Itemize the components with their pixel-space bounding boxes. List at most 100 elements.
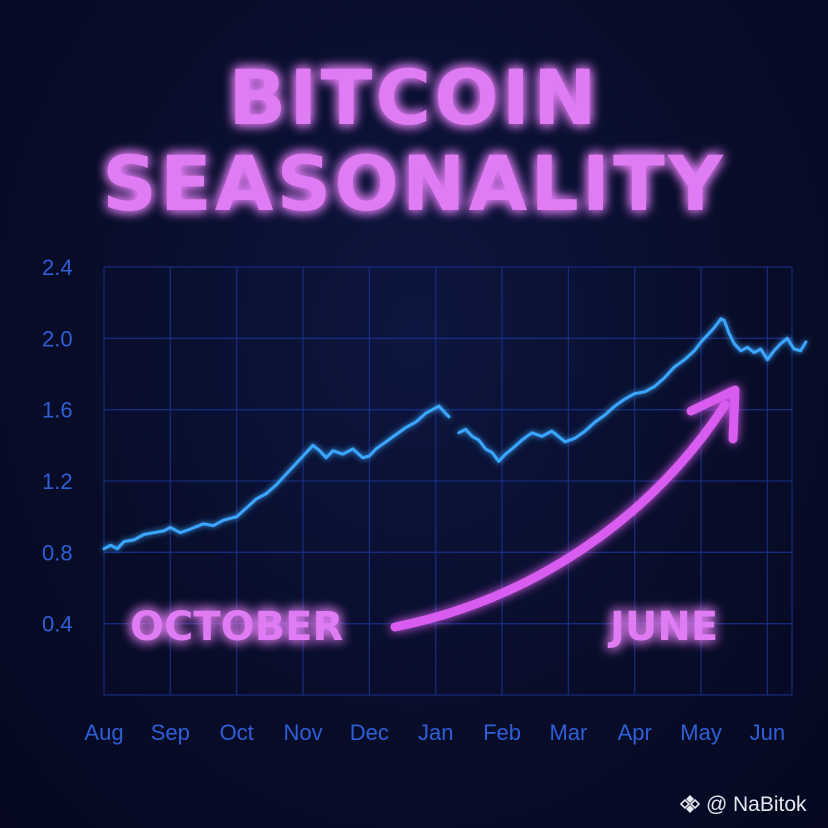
data-point: [733, 342, 736, 345]
data-point: [728, 332, 730, 334]
data-point: [133, 539, 135, 541]
data-point: [109, 544, 112, 547]
data-point: [759, 348, 762, 350]
data-point: [464, 428, 467, 431]
data-point: [431, 408, 434, 411]
data-point: [663, 376, 666, 379]
data-point: [633, 392, 636, 395]
data-point: [116, 547, 119, 550]
data-point: [557, 435, 560, 438]
data-point: [179, 531, 182, 534]
y-tick-label: 1.6: [42, 398, 73, 423]
data-point: [497, 460, 500, 463]
data-point: [793, 348, 795, 350]
annotation-october: OCTOBER: [130, 604, 343, 650]
data-point: [491, 451, 493, 454]
data-point: [368, 455, 371, 457]
series-segment: [102, 404, 451, 551]
data-point: [222, 519, 225, 522]
y-tick-label: 2.4: [42, 255, 73, 280]
x-tick-label: Sep: [151, 720, 190, 745]
data-point: [341, 453, 344, 456]
x-tick-label: Jun: [750, 720, 785, 745]
data-point: [623, 398, 626, 400]
data-point: [385, 440, 387, 443]
data-point: [312, 444, 314, 447]
data-point: [332, 449, 334, 452]
data-point: [189, 528, 192, 530]
data-point: [484, 448, 487, 450]
data-point: [318, 449, 321, 452]
data-point: [245, 506, 248, 509]
x-tick-label: Apr: [618, 720, 652, 745]
data-point: [574, 437, 576, 440]
title-line-1: BITCOIN: [228, 53, 599, 142]
data-point: [395, 433, 397, 436]
data-point: [786, 337, 789, 340]
arrow-shaft: [390, 400, 730, 632]
data-point: [766, 358, 769, 361]
data-point: [805, 341, 807, 343]
data-point: [162, 530, 165, 532]
data-point: [123, 540, 125, 543]
data-point: [275, 483, 278, 486]
data-point: [442, 410, 445, 413]
data-point: [720, 317, 722, 320]
x-tick-label: May: [680, 720, 722, 745]
x-tick-label: Aug: [84, 720, 123, 745]
data-point: [604, 414, 606, 416]
y-tick-label: 0.4: [42, 612, 73, 637]
data-point: [285, 473, 288, 475]
arrow-head: [686, 385, 740, 444]
data-point: [799, 349, 802, 352]
data-point: [169, 526, 172, 529]
data-point: [142, 533, 145, 536]
x-tick-label: Nov: [283, 720, 322, 745]
data-point: [746, 346, 749, 349]
data-point: [351, 448, 354, 450]
data-point: [779, 342, 782, 345]
y-axis-ticks: 2.4 2.0 1.6 1.2 0.8 0.4: [42, 255, 73, 637]
data-point: [305, 451, 308, 454]
data-point: [521, 439, 523, 441]
data-point: [375, 448, 377, 450]
watermark-at: @: [706, 793, 727, 816]
chart-grid: [103, 266, 793, 696]
watermark: @ NaBitok: [679, 793, 807, 816]
x-tick-label: Jan: [418, 720, 453, 745]
data-point: [700, 341, 702, 343]
watermark-handle: NaBitok: [733, 793, 807, 816]
data-point: [477, 439, 480, 441]
x-axis-ticks: Aug Sep Oct Nov Dec Jan Feb Mar Apr May Jun: [84, 720, 785, 745]
y-tick-label: 2.0: [42, 326, 73, 351]
data-point: [713, 326, 716, 329]
series-line: [102, 317, 808, 551]
data-point: [613, 405, 616, 407]
data-point: [448, 415, 450, 418]
x-tick-label: Mar: [549, 720, 587, 745]
data-point: [265, 492, 268, 495]
data-point: [584, 430, 586, 432]
data-point: [753, 351, 755, 354]
data-point: [255, 497, 258, 500]
data-point: [235, 515, 238, 518]
title-line-2: SEASONALITY: [102, 139, 726, 228]
data-point: [361, 456, 364, 459]
data-point: [541, 435, 543, 438]
data-point: [564, 440, 566, 443]
chart-title: BITCOIN SEASONALITY: [102, 53, 726, 228]
data-point: [723, 319, 726, 322]
y-tick-label: 0.8: [42, 540, 73, 565]
data-point: [438, 405, 440, 407]
data-point: [531, 431, 533, 434]
x-tick-label: Dec: [350, 720, 389, 745]
data-point: [706, 333, 709, 336]
data-point: [212, 524, 215, 527]
series-segment: [457, 317, 808, 463]
annotation-june: JUNE: [607, 604, 718, 650]
data-point: [673, 366, 676, 368]
data-point: [740, 349, 742, 352]
data-point: [325, 456, 328, 459]
x-tick-label: Feb: [483, 720, 521, 745]
